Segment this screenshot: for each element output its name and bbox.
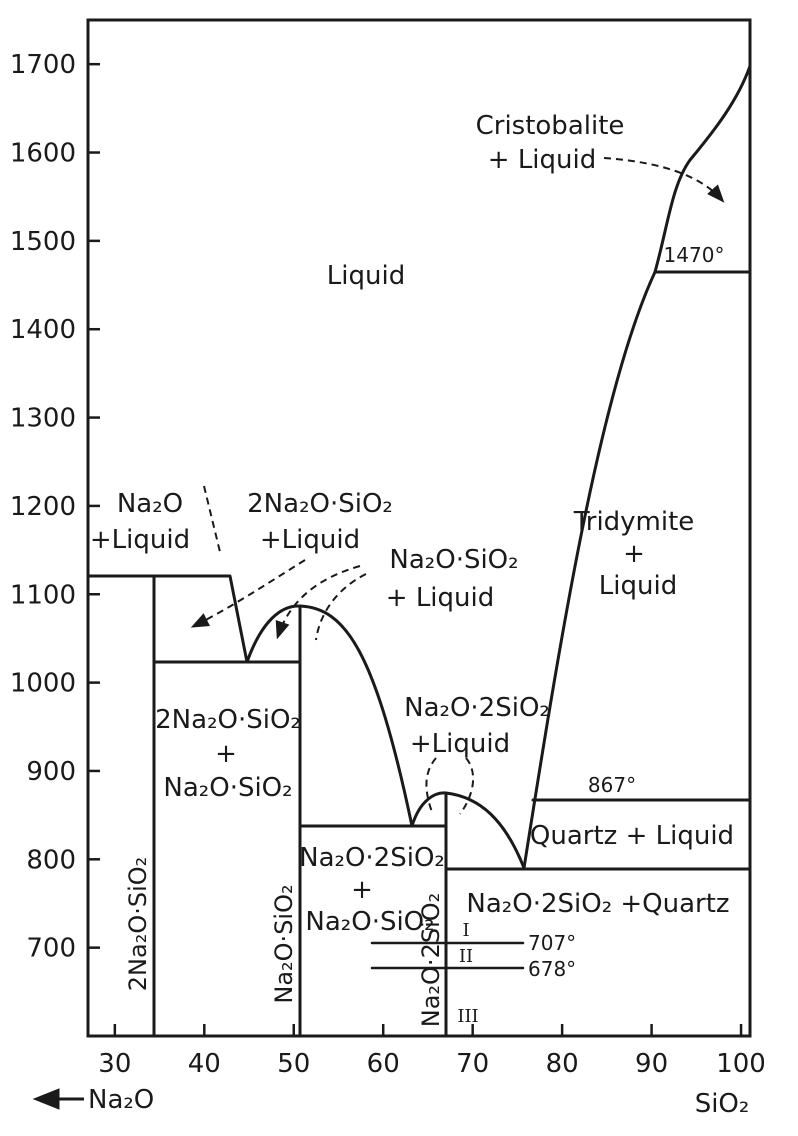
label-2na2o-sio2-liquid: 2Na₂O·SiO₂	[247, 489, 393, 519]
label-na2o-2sio2-quartz: Na₂O·2SiO₂ +Quartz	[466, 889, 729, 919]
x-tick-label: 100	[716, 1049, 766, 1079]
x-tick-label: 30	[98, 1049, 131, 1079]
label-707: 707°	[528, 931, 576, 955]
label-vertical-2na2o-sio2: 2Na₂O·SiO₂	[124, 857, 152, 991]
c3-liquid-arrow-a	[425, 757, 437, 813]
label-vertical-na2o-2sio2: Na₂O·2SiO₂	[417, 893, 445, 1027]
label-phase-II: II	[459, 946, 473, 967]
label-na2o-2sio2-na2o-sio2: Na₂O·2SiO₂	[299, 843, 445, 873]
liquidus-cristobalite	[653, 64, 752, 274]
y-tick-label: 1300	[10, 404, 76, 434]
label-na2o-2sio2-liquid-2: +Liquid	[410, 729, 510, 759]
label-plus-1: +	[215, 739, 237, 769]
y-tick-label: 1500	[10, 227, 76, 257]
label-plus-2: +	[351, 875, 373, 905]
y-tick-label: 1600	[10, 139, 76, 169]
y-tick-label: 900	[26, 757, 76, 787]
label-2na2o-sio2-liquid-2: +Liquid	[260, 525, 360, 555]
y-axis: 700 800 900 1000 1100 1200 1300 1400 1500 1600 170…	[10, 50, 100, 964]
liquidus-na2o-2sio2	[410, 791, 526, 870]
label-phase-I: I	[462, 920, 469, 941]
leader-arrows	[190, 157, 725, 815]
label-na2o-sio2-liquid-2: + Liquid	[386, 583, 494, 613]
x-axis: 30 40 50 60 70 80 90 100	[98, 1024, 766, 1079]
label-na2o-sio2-liquid: Na₂O·SiO₂	[389, 545, 518, 575]
y-tick-label: 1100	[10, 580, 76, 610]
label-na2o-liquid: +Liquid	[90, 525, 190, 555]
c1-liquid-arrow-b	[315, 573, 367, 641]
label-tridymite-plus: +	[623, 539, 645, 569]
y-tick-label: 700	[26, 934, 76, 964]
label-quartz-liquid: Quartz + Liquid	[530, 821, 734, 851]
label-867: 867°	[588, 773, 636, 797]
label-na2o-sio2-2: Na₂O·SiO₂	[305, 907, 434, 937]
cristobalite-arrow	[603, 157, 725, 203]
x-tick-label: 40	[188, 1049, 221, 1079]
label-na2o-axis: Na₂O	[88, 1085, 154, 1115]
label-vertical-na2o-sio2: Na₂O·SiO₂	[270, 884, 298, 1003]
y-tick-label: 1200	[10, 492, 76, 522]
x-tick-label: 90	[635, 1049, 668, 1079]
y-tick-label: 1000	[10, 669, 76, 699]
liquidus-quartz-tridymite	[522, 270, 657, 870]
liquidus-2na2o-sio2	[245, 604, 302, 664]
label-na2o-sio2-1: Na₂O·SiO₂	[163, 773, 292, 803]
label-na2o-2sio2-liquid: Na₂O·2SiO₂	[404, 693, 550, 723]
plot-frame	[86, 18, 752, 1038]
y-tick-label: 1400	[10, 315, 76, 345]
label-2na2o-sio2-na2o-sio2: 2Na₂O·SiO₂	[155, 705, 301, 735]
label-cristobalite-liquid: + Liquid	[488, 145, 596, 175]
x-tick-label: 60	[367, 1049, 400, 1079]
region-labels: Liquid Cristobalite + Liquid Tridymite +…	[90, 111, 734, 1027]
label-na2o: Na₂O	[117, 489, 183, 519]
x-tick-label: 50	[277, 1049, 310, 1079]
label-tridymite: Tridymite	[573, 507, 695, 537]
x-tick-label: 80	[546, 1049, 579, 1079]
label-678: 678°	[528, 957, 576, 981]
label-sio2-axis: SiO₂	[695, 1089, 750, 1119]
liquidus-na2o-sio2	[298, 604, 414, 828]
c1-liquid-arrow-a	[275, 565, 361, 640]
y-tick-label: 1700	[10, 50, 76, 80]
label-1470: 1470°	[664, 243, 725, 267]
y-tick-label: 800	[26, 845, 76, 875]
label-cristobalite: Cristobalite	[476, 111, 625, 141]
liquidus-na2o	[86, 574, 249, 664]
x-tick-label: 70	[456, 1049, 489, 1079]
na2o-liquid-dashed-boundary	[203, 485, 221, 553]
axis-end-labels: Na₂O SiO₂	[32, 1085, 750, 1119]
c3-liquid-arrow-b	[459, 757, 475, 815]
label-phase-III: III	[457, 1006, 478, 1027]
label-tridymite-liquid: Liquid	[599, 571, 677, 601]
c2-liquid-arrow	[190, 559, 306, 628]
label-liquid: Liquid	[327, 261, 405, 291]
